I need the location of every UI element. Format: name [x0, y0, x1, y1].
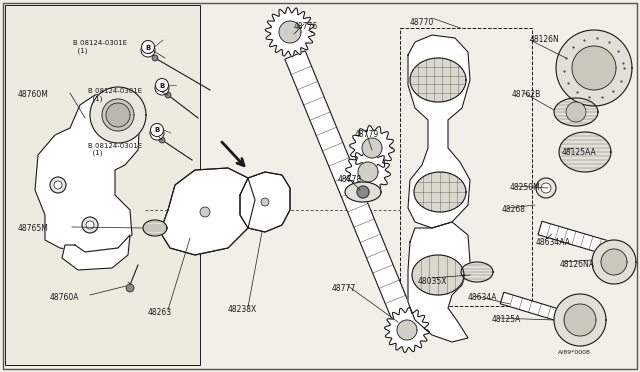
Text: 48765M: 48765M	[18, 224, 49, 233]
Bar	[5, 5, 200, 365]
Text: B: B	[145, 45, 150, 51]
Polygon shape	[559, 132, 611, 172]
Circle shape	[566, 102, 586, 122]
Polygon shape	[279, 21, 301, 43]
Polygon shape	[554, 294, 606, 346]
Polygon shape	[102, 99, 134, 131]
Text: B: B	[154, 128, 159, 134]
Polygon shape	[362, 138, 382, 158]
Text: 48125AA: 48125AA	[562, 148, 596, 157]
Text: 48762B: 48762B	[512, 90, 541, 99]
Polygon shape	[592, 240, 636, 284]
Text: 48238X: 48238X	[228, 305, 257, 314]
Bar	[400, 28, 532, 306]
Text: 48777: 48777	[332, 284, 356, 293]
Polygon shape	[412, 255, 464, 295]
Text: 48126N: 48126N	[530, 35, 560, 44]
Polygon shape	[538, 221, 610, 255]
Polygon shape	[358, 162, 378, 182]
Circle shape	[152, 55, 158, 61]
Text: B 08124-0301E
  (1): B 08124-0301E (1)	[73, 40, 127, 54]
Polygon shape	[143, 220, 167, 236]
Text: B: B	[159, 83, 164, 89]
Text: 48125A: 48125A	[492, 315, 521, 324]
Text: 48770: 48770	[410, 18, 435, 27]
Circle shape	[200, 207, 210, 217]
Polygon shape	[346, 150, 390, 195]
Text: 48760A: 48760A	[50, 293, 79, 302]
Text: B 08124-0301E
  (1): B 08124-0301E (1)	[88, 143, 142, 157]
Text: B: B	[159, 84, 165, 93]
Text: 48263: 48263	[148, 308, 172, 317]
Circle shape	[536, 178, 556, 198]
Text: 48250M: 48250M	[510, 183, 541, 192]
Circle shape	[155, 81, 169, 95]
Polygon shape	[106, 103, 130, 127]
Polygon shape	[90, 87, 146, 143]
Circle shape	[159, 137, 165, 143]
Text: 48778: 48778	[338, 175, 362, 184]
Circle shape	[141, 41, 154, 54]
Text: 48126NA: 48126NA	[560, 260, 595, 269]
Polygon shape	[461, 262, 493, 282]
Circle shape	[54, 181, 62, 189]
Polygon shape	[285, 51, 418, 334]
Polygon shape	[62, 235, 130, 270]
Circle shape	[261, 198, 269, 206]
Polygon shape	[572, 46, 616, 90]
Circle shape	[165, 92, 171, 98]
Polygon shape	[357, 186, 369, 198]
Polygon shape	[408, 222, 470, 342]
Text: 48779: 48779	[355, 130, 380, 139]
Polygon shape	[414, 172, 466, 212]
Text: 48776: 48776	[294, 22, 318, 31]
Circle shape	[541, 183, 551, 193]
Text: B 08124-0301E
  (1): B 08124-0301E (1)	[88, 88, 142, 102]
Polygon shape	[564, 304, 596, 336]
Circle shape	[82, 217, 98, 233]
Polygon shape	[408, 35, 470, 228]
Text: B: B	[154, 129, 160, 138]
Polygon shape	[601, 249, 627, 275]
Polygon shape	[345, 182, 381, 202]
Circle shape	[150, 124, 163, 137]
Polygon shape	[265, 7, 315, 57]
Text: 48035X: 48035X	[418, 277, 447, 286]
Circle shape	[50, 177, 66, 193]
Polygon shape	[35, 92, 140, 252]
Polygon shape	[385, 308, 429, 353]
Circle shape	[141, 43, 155, 57]
Text: 48634AA: 48634AA	[536, 238, 571, 247]
Text: B: B	[145, 46, 151, 55]
Text: 48760M: 48760M	[18, 90, 49, 99]
Polygon shape	[500, 292, 570, 324]
Text: A/89*0008: A/89*0008	[558, 350, 591, 355]
Polygon shape	[556, 30, 632, 106]
Polygon shape	[397, 320, 417, 340]
Circle shape	[86, 221, 94, 229]
Polygon shape	[160, 168, 255, 255]
Text: 48634A: 48634A	[468, 293, 497, 302]
Polygon shape	[240, 172, 290, 232]
Circle shape	[150, 126, 164, 140]
Circle shape	[126, 284, 134, 292]
Text: 48268: 48268	[502, 205, 526, 214]
Polygon shape	[554, 98, 598, 126]
Polygon shape	[349, 125, 394, 170]
Circle shape	[156, 78, 168, 92]
Polygon shape	[410, 58, 466, 102]
